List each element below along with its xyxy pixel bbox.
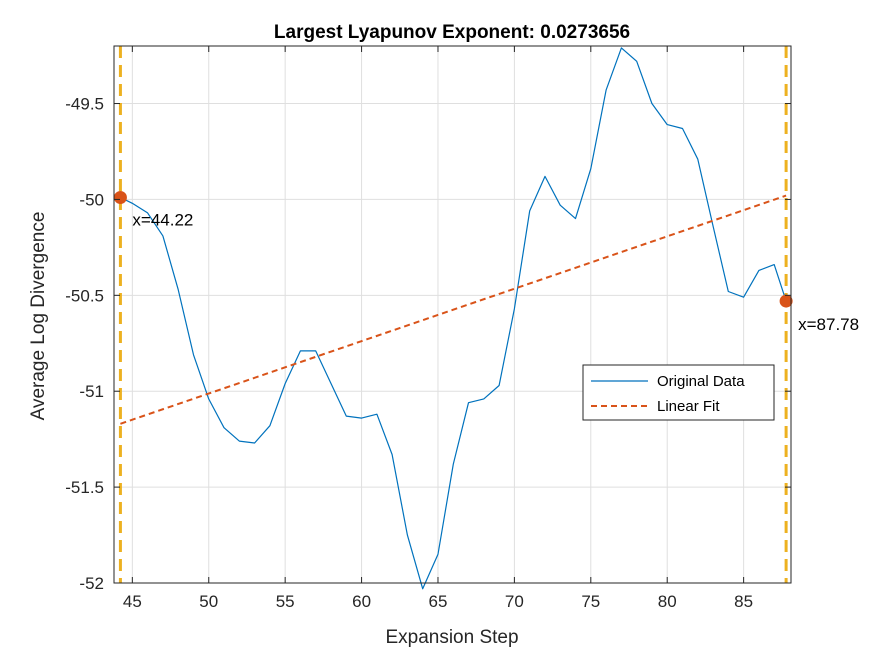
x-tick-label: 60 bbox=[352, 592, 371, 611]
original-data-line bbox=[120, 47, 787, 590]
y-tick-label: -51.5 bbox=[65, 478, 104, 497]
x-tick-label: 85 bbox=[734, 592, 753, 611]
y-tick-label: -51 bbox=[79, 382, 104, 401]
tick-labels: 45 50 55 60 65 70 75 80 85 -52 -51.5 -51 -50.5 -50 -49… bbox=[65, 95, 753, 611]
x-axis-label: Expansion Step bbox=[385, 627, 518, 648]
legend-label-fit: Linear Fit bbox=[657, 398, 720, 415]
data-tip-marker[interactable] bbox=[113, 191, 127, 205]
linear-fit-line bbox=[120, 194, 787, 425]
axes bbox=[113, 45, 792, 584]
cursor-lines bbox=[118, 46, 788, 583]
data-tips: x=44.22 x=87.78 bbox=[113, 191, 859, 334]
x-tick-label: 55 bbox=[276, 592, 295, 611]
legend-label-original: Original Data bbox=[657, 373, 745, 390]
x-tick-label: 80 bbox=[658, 592, 677, 611]
x-tick-label: 75 bbox=[581, 592, 600, 611]
y-tick-label: -50.5 bbox=[65, 286, 104, 305]
axes-box bbox=[113, 45, 792, 584]
data-tip-label: x=87.78 bbox=[798, 315, 859, 334]
x-tick-label: 45 bbox=[123, 592, 142, 611]
x-tick-label: 65 bbox=[429, 592, 448, 611]
y-axis-label: Average Log Divergence bbox=[28, 212, 49, 421]
data-tip-label: x=44.22 bbox=[132, 211, 193, 230]
y-tick-label: -49.5 bbox=[65, 95, 104, 114]
y-tick-label: -52 bbox=[79, 574, 104, 593]
x-tick-label: 70 bbox=[505, 592, 524, 611]
plot-series bbox=[120, 47, 787, 590]
chart-title: Largest Lyapunov Exponent: 0.0273656 bbox=[274, 22, 630, 43]
x-tick-label: 50 bbox=[199, 592, 218, 611]
legend-box bbox=[582, 364, 775, 421]
data-tip-marker[interactable] bbox=[779, 294, 793, 308]
legend[interactable]: Original Data Linear Fit bbox=[582, 364, 775, 421]
y-tick-label: -50 bbox=[79, 190, 104, 209]
